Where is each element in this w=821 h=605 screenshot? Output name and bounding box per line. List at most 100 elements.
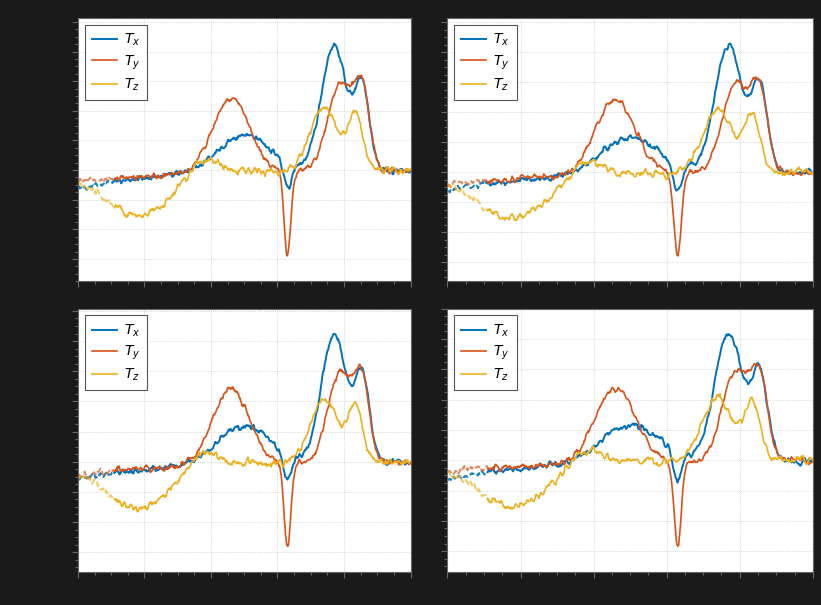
$T_y$ <box>252 143 262 150</box>
$T_x$ <box>808 169 818 177</box>
$T_z$ <box>640 456 650 463</box>
$T_x$ <box>351 373 361 381</box>
$T_x$ <box>372 155 382 162</box>
$T_x$ <box>483 468 493 476</box>
$T_y$ <box>110 467 120 474</box>
$T_x$ <box>405 459 415 466</box>
Line: $T_z$: $T_z$ <box>115 107 410 217</box>
$T_x$ <box>580 161 589 168</box>
$T_y$ <box>483 178 493 185</box>
$T_z$ <box>771 167 781 174</box>
Legend: $T_x$, $T_y$, $T_z$: $T_x$, $T_y$, $T_z$ <box>85 25 147 100</box>
Line: $T_z$: $T_z$ <box>488 106 813 220</box>
$T_x$ <box>771 443 781 451</box>
$T_z$ <box>372 459 382 466</box>
$T_y$ <box>808 458 818 465</box>
$T_z$ <box>253 462 263 469</box>
$T_x$ <box>808 456 818 463</box>
$T_y$ <box>405 460 415 467</box>
$T_x$ <box>640 137 649 144</box>
$T_z$ <box>715 390 725 397</box>
$T_z$ <box>807 169 817 176</box>
$T_y$ <box>406 166 415 174</box>
$T_x$ <box>406 168 415 175</box>
$T_y$ <box>808 169 818 177</box>
$T_y$ <box>356 71 366 79</box>
$T_z$ <box>406 166 415 173</box>
$T_z$ <box>808 170 818 177</box>
$T_z$ <box>580 162 590 169</box>
Line: $T_z$: $T_z$ <box>488 394 813 509</box>
$T_z$ <box>713 103 723 110</box>
$T_z$ <box>608 165 617 172</box>
$T_z$ <box>137 214 147 221</box>
$T_y$ <box>483 465 493 472</box>
$T_z$ <box>110 204 120 211</box>
$T_y$ <box>771 159 781 166</box>
$T_z$ <box>748 110 758 117</box>
$T_z$ <box>372 166 382 173</box>
$T_x$ <box>640 427 649 434</box>
$T_x$ <box>285 185 295 192</box>
$T_x$ <box>223 136 233 143</box>
$T_x$ <box>608 427 617 434</box>
$T_z$ <box>807 455 817 462</box>
$T_y$ <box>223 96 233 103</box>
$T_y$ <box>608 384 617 391</box>
$T_x$ <box>580 450 589 457</box>
Line: $T_y$: $T_y$ <box>115 75 410 256</box>
$T_y$ <box>747 363 757 370</box>
$T_y$ <box>372 448 382 456</box>
$T_x$ <box>672 187 681 194</box>
$T_x$ <box>672 479 682 486</box>
$T_y$ <box>252 431 262 439</box>
$T_z$ <box>580 450 590 457</box>
Line: $T_y$: $T_y$ <box>115 364 410 546</box>
$T_y$ <box>351 76 360 83</box>
$T_x$ <box>748 373 758 381</box>
$T_x$ <box>807 169 817 176</box>
$T_x$ <box>405 169 415 177</box>
$T_x$ <box>198 162 208 169</box>
$T_y$ <box>640 431 649 438</box>
$T_z$ <box>110 495 120 503</box>
$T_y$ <box>640 146 649 154</box>
$T_y$ <box>673 543 683 550</box>
$T_z$ <box>223 460 233 468</box>
$T_y$ <box>580 148 589 155</box>
$T_x$ <box>372 445 382 453</box>
$T_x$ <box>329 40 339 47</box>
Line: $T_x$: $T_x$ <box>115 44 410 189</box>
$T_y$ <box>750 360 759 367</box>
$T_x$ <box>725 40 735 47</box>
$T_x$ <box>351 83 361 91</box>
$T_y$ <box>807 170 817 177</box>
$T_z$ <box>405 459 415 466</box>
Line: $T_x$: $T_x$ <box>488 334 813 483</box>
$T_x$ <box>723 330 733 338</box>
$T_y$ <box>580 437 589 445</box>
$T_z$ <box>253 167 263 174</box>
$T_y$ <box>198 145 208 152</box>
$T_z$ <box>199 449 209 456</box>
$T_z$ <box>405 166 415 174</box>
$T_z$ <box>406 458 415 465</box>
$T_x$ <box>807 457 817 464</box>
$T_z$ <box>351 108 361 115</box>
$T_y$ <box>405 166 415 173</box>
Line: $T_z$: $T_z$ <box>115 399 410 512</box>
$T_z$ <box>808 456 818 463</box>
Line: $T_y$: $T_y$ <box>488 77 813 256</box>
Legend: $T_x$, $T_y$, $T_z$: $T_x$, $T_y$, $T_z$ <box>454 25 516 100</box>
$T_z$ <box>317 395 327 402</box>
$T_y$ <box>223 384 233 391</box>
$T_z$ <box>319 103 329 111</box>
Legend: $T_x$, $T_y$, $T_z$: $T_x$, $T_y$, $T_z$ <box>85 315 147 390</box>
$T_y$ <box>608 99 617 106</box>
$T_y$ <box>282 252 292 260</box>
$T_y$ <box>372 156 382 163</box>
$T_z$ <box>483 495 493 502</box>
Line: $T_x$: $T_x$ <box>488 44 813 191</box>
$T_y$ <box>747 76 757 83</box>
$T_z$ <box>351 400 361 407</box>
